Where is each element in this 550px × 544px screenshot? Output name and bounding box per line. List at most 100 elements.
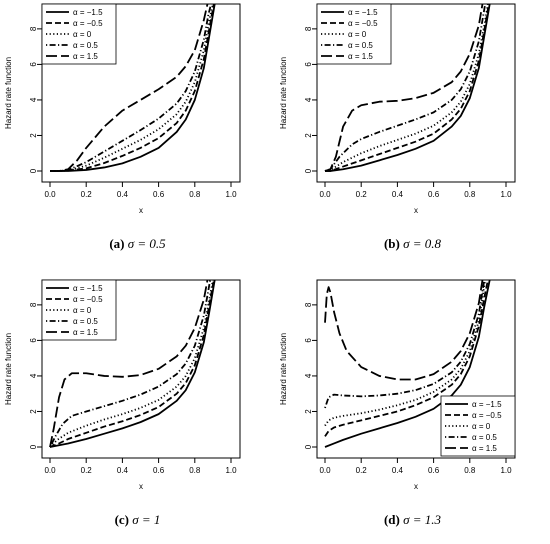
x-tick-label: 0.4 <box>392 190 404 199</box>
x-tick-label: 0.2 <box>356 466 368 475</box>
x-tick-label: 0.6 <box>428 190 440 199</box>
x-tick-label: 1.0 <box>500 190 512 199</box>
y-tick-label: 4 <box>29 373 38 378</box>
x-tick-label: 0.0 <box>319 190 331 199</box>
series-group <box>324 4 491 172</box>
y-tick-label: 4 <box>304 97 313 102</box>
legend-label-0: α = −1.5 <box>73 8 103 17</box>
caption-d-label: (d) <box>383 512 400 527</box>
x-tick-label: 0.6 <box>153 190 165 199</box>
series-group <box>324 280 491 448</box>
x-tick-label: 0.2 <box>81 190 93 199</box>
series-line-3 <box>49 280 212 448</box>
y-tick-label: 4 <box>304 373 313 378</box>
x-tick-label: 0.8 <box>464 466 476 475</box>
series-line-0 <box>324 280 491 448</box>
caption-b-label: (b) <box>383 236 400 251</box>
x-axis-label: x <box>414 206 418 215</box>
y-tick-label: 8 <box>29 302 38 307</box>
y-tick-label: 4 <box>29 97 38 102</box>
x-tick-label: 0.4 <box>117 466 129 475</box>
x-tick-label: 0.2 <box>356 190 368 199</box>
x-tick-label: 0.6 <box>428 466 440 475</box>
series-line-3 <box>324 280 486 409</box>
caption-b-param: σ = 0.8 <box>403 236 442 251</box>
legend-label-1: α = −0.5 <box>73 295 103 304</box>
series-line-1 <box>50 4 215 172</box>
x-tick-label: 0.0 <box>319 466 331 475</box>
x-tick-label: 0.8 <box>189 466 201 475</box>
caption-c: (c) σ = 1 <box>0 512 275 528</box>
y-axis-label: Hazard rate function <box>279 333 288 405</box>
legend-label-4: α = 1.5 <box>73 52 98 61</box>
x-tick-label: 0.0 <box>44 190 56 199</box>
legend: α = −1.5 α = −0.5 α = 0 α = 0.5 α = 1.5 <box>316 3 392 65</box>
x-tick-label: 1.0 <box>500 466 512 475</box>
series-line-4 <box>324 4 484 172</box>
series-line-0 <box>49 280 216 448</box>
plot-frame <box>316 279 516 459</box>
legend-label-2: α = 0 <box>348 30 367 39</box>
y-tick-label: 2 <box>29 133 38 138</box>
caption-a-param: σ = 0.5 <box>127 236 166 251</box>
legend-label-0: α = −1.5 <box>348 8 378 17</box>
series-line-4 <box>50 4 209 172</box>
caption-c-param: σ = 1 <box>132 512 161 527</box>
x-tick-label: 0.6 <box>153 466 165 475</box>
y-tick-label: 0 <box>304 444 313 449</box>
series-line-2 <box>324 280 487 427</box>
x-axis-label: x <box>139 482 143 491</box>
y-tick-label: 2 <box>304 409 313 414</box>
legend-label-0: α = −1.5 <box>73 284 103 293</box>
y-tick-label: 6 <box>29 62 38 67</box>
plot-frame <box>316 3 516 183</box>
legend-label-2: α = 0 <box>73 306 92 315</box>
series-group <box>50 4 216 172</box>
series-line-2 <box>324 4 489 172</box>
legend-label-0: α = −1.5 <box>472 400 502 409</box>
series-line-1 <box>325 4 490 172</box>
x-tick-label: 1.0 <box>225 190 237 199</box>
y-axis-label: Hazard rate function <box>4 333 13 405</box>
series-line-4 <box>324 280 484 381</box>
x-tick-label: 1.0 <box>225 466 237 475</box>
caption-c-label: (c) <box>114 512 129 527</box>
legend-label-2: α = 0 <box>73 30 92 39</box>
x-axis-label: x <box>414 482 418 491</box>
y-axis-label: Hazard rate function <box>4 57 13 129</box>
x-tick-label: 0.8 <box>189 190 201 199</box>
legend-label-4: α = 1.5 <box>348 52 373 61</box>
y-axis-label: Hazard rate function <box>279 57 288 129</box>
y-tick-label: 8 <box>304 26 313 31</box>
y-tick-label: 8 <box>29 26 38 31</box>
plot-frame <box>41 279 241 459</box>
x-axis-label: x <box>139 206 143 215</box>
x-tick-label: 0.4 <box>117 190 129 199</box>
series-line-1 <box>324 280 489 437</box>
legend-label-3: α = 0.5 <box>472 433 497 442</box>
legend: α = −1.5 α = −0.5 α = 0 α = 0.5 α = 1.5 <box>41 3 117 65</box>
panel-c: 0.0 0.2 0.4 0.6 0.8 1.0 0 2 4 6 8 x Hazard rate func… <box>4 279 241 491</box>
series-line-3 <box>50 4 212 172</box>
series-line-2 <box>49 280 214 448</box>
caption-a-label: (a) <box>109 236 125 251</box>
series-line-2 <box>50 4 214 172</box>
legend-label-2: α = 0 <box>472 422 491 431</box>
legend: α = −1.5 α = −0.5 α = 0 α = 0.5 α = 1.5 <box>41 279 117 341</box>
caption-d: (d) σ = 1.3 <box>275 512 550 528</box>
series-line-0 <box>325 4 491 172</box>
series-line-3 <box>324 4 487 172</box>
y-tick-label: 0 <box>304 168 313 173</box>
legend-label-1: α = −0.5 <box>472 411 502 420</box>
series-line-4 <box>49 280 209 448</box>
legend-label-3: α = 0.5 <box>73 41 98 50</box>
series-line-1 <box>49 280 215 448</box>
legend-label-1: α = −0.5 <box>348 19 378 28</box>
y-tick-label: 8 <box>304 302 313 307</box>
legend-label-3: α = 0.5 <box>348 41 373 50</box>
legend-label-3: α = 0.5 <box>73 317 98 326</box>
x-tick-label: 0.2 <box>81 466 93 475</box>
caption-a: (a) σ = 0.5 <box>0 236 275 252</box>
legend: α = −1.5 α = −0.5 α = 0 α = 0.5 α = 1.5 <box>440 395 516 457</box>
